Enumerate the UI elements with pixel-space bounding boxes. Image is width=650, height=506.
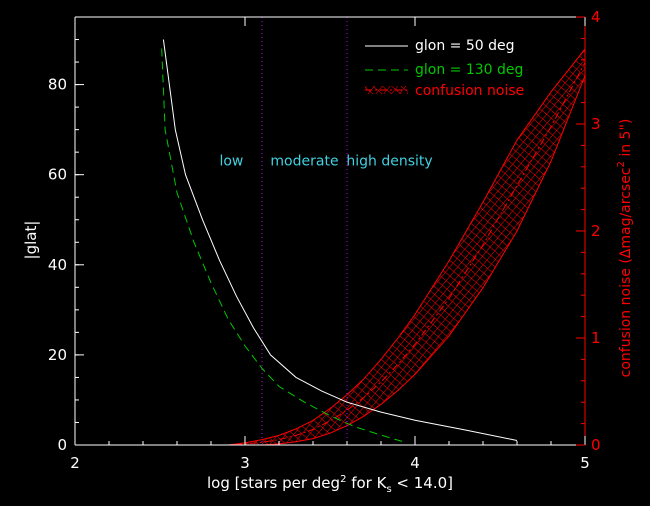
y-tick-label-2: 40 [48, 256, 67, 274]
series-line-1 [161, 48, 407, 444]
region-label-2: high density [346, 154, 432, 170]
region-label-0: low [219, 154, 243, 170]
y-tick-label-0: 0 [57, 436, 67, 454]
legend: glon = 50 deg glon = 130 deg confusion n… [365, 38, 524, 99]
y2-tick-label-2: 2 [591, 222, 601, 240]
y-tick-label-4: 80 [48, 76, 67, 94]
plot-area: low moderate high density [160, 17, 585, 445]
y-tick-label-1: 20 [48, 346, 67, 364]
legend-label-confusion-noise: confusion noise [415, 83, 524, 99]
x-tick-label-3: 5 [580, 454, 590, 472]
y2-tick-label-1: 1 [591, 329, 601, 347]
region-label-1: moderate [270, 154, 338, 170]
y2-axis-title: confusion noise (Δmag/arcsec2 in 5") [616, 119, 634, 378]
x-tick-label-0: 2 [70, 454, 80, 472]
y-axis-title: |glat| [22, 221, 40, 260]
x-tick-label-2: 4 [410, 454, 420, 472]
y2-tick-label-0: 0 [591, 436, 601, 454]
y-tick-label-3: 60 [48, 166, 67, 184]
plot-clip-group [160, 17, 585, 445]
legend-label-glon-50: glon = 50 deg [415, 38, 515, 54]
y2-tick-label-4: 4 [591, 8, 601, 26]
series-line-0 [162, 39, 518, 441]
y2-tick-label-3: 3 [591, 115, 601, 133]
x-axis-title: log [stars per deg2 for Ks < 14.0] [207, 474, 453, 495]
x-tick-label-1: 3 [240, 454, 250, 472]
confusion-noise-band [160, 48, 585, 445]
legend-label-glon-130: glon = 130 deg [415, 62, 523, 78]
